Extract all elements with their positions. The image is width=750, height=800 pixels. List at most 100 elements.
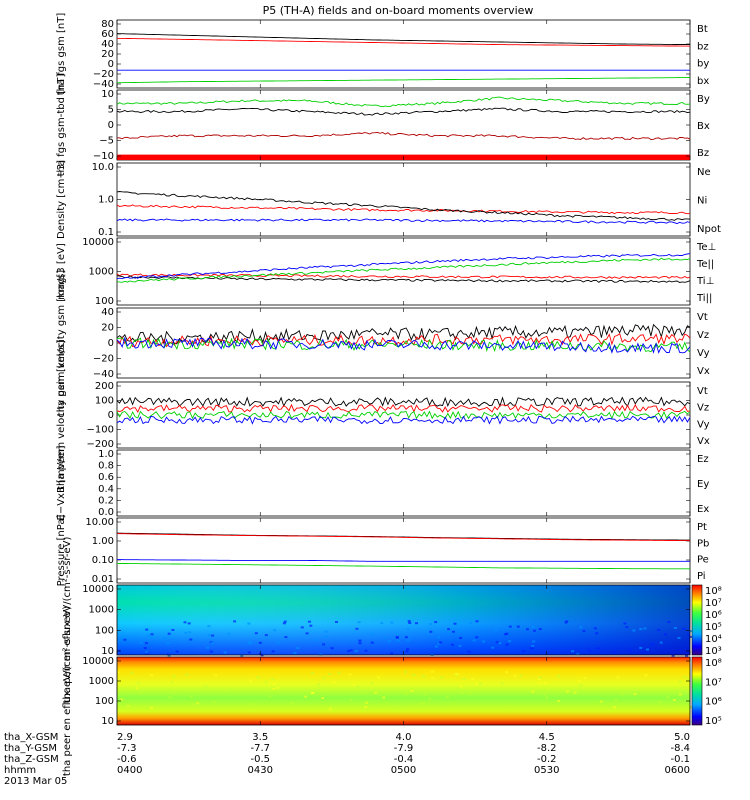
speckle [612, 706, 616, 709]
y-tick-label: 40 [101, 39, 114, 50]
speckle [460, 691, 464, 694]
speckle [123, 638, 127, 641]
speckle [403, 706, 407, 709]
ephemeris-value: 4.0 [396, 732, 412, 743]
speckle [475, 636, 479, 639]
speckle [189, 638, 193, 641]
y-tick-label: 0.10 [92, 555, 114, 566]
speckle [212, 700, 216, 703]
speckle [495, 641, 499, 644]
speckle [273, 683, 276, 686]
speckle [663, 633, 667, 636]
speckle [545, 696, 548, 699]
speckle [677, 637, 681, 639]
speckle [532, 640, 536, 643]
speckle [396, 639, 400, 642]
ephemeris-value: -0.4 [394, 754, 414, 765]
y-tick-label: 100 [95, 296, 114, 307]
y-axis-label: tha fgs gsm-tbd [nT] [56, 74, 67, 177]
speckle [276, 686, 280, 689]
series-Vt [116, 323, 691, 345]
speckle [364, 706, 368, 709]
series-Vx [116, 336, 691, 354]
speckle [689, 630, 693, 633]
legend-Ex: Ex [697, 504, 709, 515]
spectrogram-9 [117, 657, 690, 725]
speckle [505, 671, 508, 674]
speckle [284, 636, 288, 639]
speckle [557, 700, 560, 702]
speckle [173, 691, 177, 694]
speckle [330, 647, 334, 650]
speckle [145, 651, 149, 654]
speckle [300, 626, 304, 629]
panel-frame-6 [116, 449, 691, 517]
y-axis-label: mag[3 [eV] [56, 243, 67, 300]
speckle [664, 705, 668, 708]
legend-by: by [697, 59, 709, 70]
legend-Vx: Vx [697, 436, 710, 447]
speckle [651, 643, 655, 646]
colorbar-tick-label: 10⁴ [705, 634, 722, 645]
speckle [229, 688, 233, 691]
speckle [616, 676, 620, 679]
y-axis-label: tha peir en eflux eV/(cm²-s-sr-eV) [62, 536, 73, 703]
speckle [526, 628, 529, 631]
speckle [146, 634, 150, 637]
panel-3: 10000 1000 100 mag[3 [eV] Te⊥ Te|| Ti⊥ Ti|| [56, 237, 716, 307]
speckle [437, 642, 441, 645]
speckle [500, 682, 504, 685]
y-tick-label: 0.2 [98, 495, 114, 506]
speckle [628, 649, 632, 652]
ephemeris-value: 5.0 [674, 732, 690, 743]
speckle [382, 696, 386, 699]
speckle [259, 653, 263, 655]
speckle [479, 682, 482, 685]
speckle [538, 676, 542, 679]
speckle [516, 625, 520, 628]
series-By [116, 96, 691, 108]
y-tick-label: −200 [87, 439, 114, 450]
speckle [135, 687, 139, 690]
legend-Bt: Bt [697, 24, 708, 35]
speckle [564, 621, 568, 624]
panel-frame-2 [116, 162, 691, 237]
series-Vy [116, 337, 691, 353]
speckle [149, 674, 153, 677]
speckle [125, 705, 129, 708]
legend-Bz: Bz [697, 148, 709, 159]
speckle [565, 620, 569, 623]
speckle [672, 699, 676, 701]
speckle [469, 622, 473, 625]
speckle [223, 651, 227, 654]
y-tick-label: 1000 [89, 267, 114, 278]
y-tick-label: 100 [95, 696, 114, 707]
speckle [406, 639, 410, 642]
ephemeris-value: -7.9 [394, 743, 414, 754]
speckle [130, 671, 134, 674]
y-tick-label: 10 [101, 646, 114, 657]
series-Bt [116, 33, 690, 46]
speckle [210, 641, 214, 644]
speckle [319, 653, 323, 656]
speckle [328, 673, 332, 676]
ephemeris-value: -8.2 [537, 743, 557, 754]
speckle [404, 636, 408, 639]
speckle [233, 620, 237, 623]
speckle [196, 702, 200, 705]
speckle [494, 628, 498, 631]
y-tick-label: 0 [108, 59, 114, 70]
speckle [318, 686, 322, 689]
speckle [390, 652, 394, 655]
y-tick-label: 80 [101, 19, 114, 30]
speckle [531, 690, 535, 693]
speckle [671, 654, 675, 657]
speckle [207, 634, 211, 636]
speckle [429, 623, 432, 626]
speckle [467, 650, 471, 653]
speckle [505, 632, 509, 635]
speckle [347, 650, 351, 653]
y-tick-label: −10 [93, 151, 114, 162]
series-Vz [116, 403, 691, 413]
